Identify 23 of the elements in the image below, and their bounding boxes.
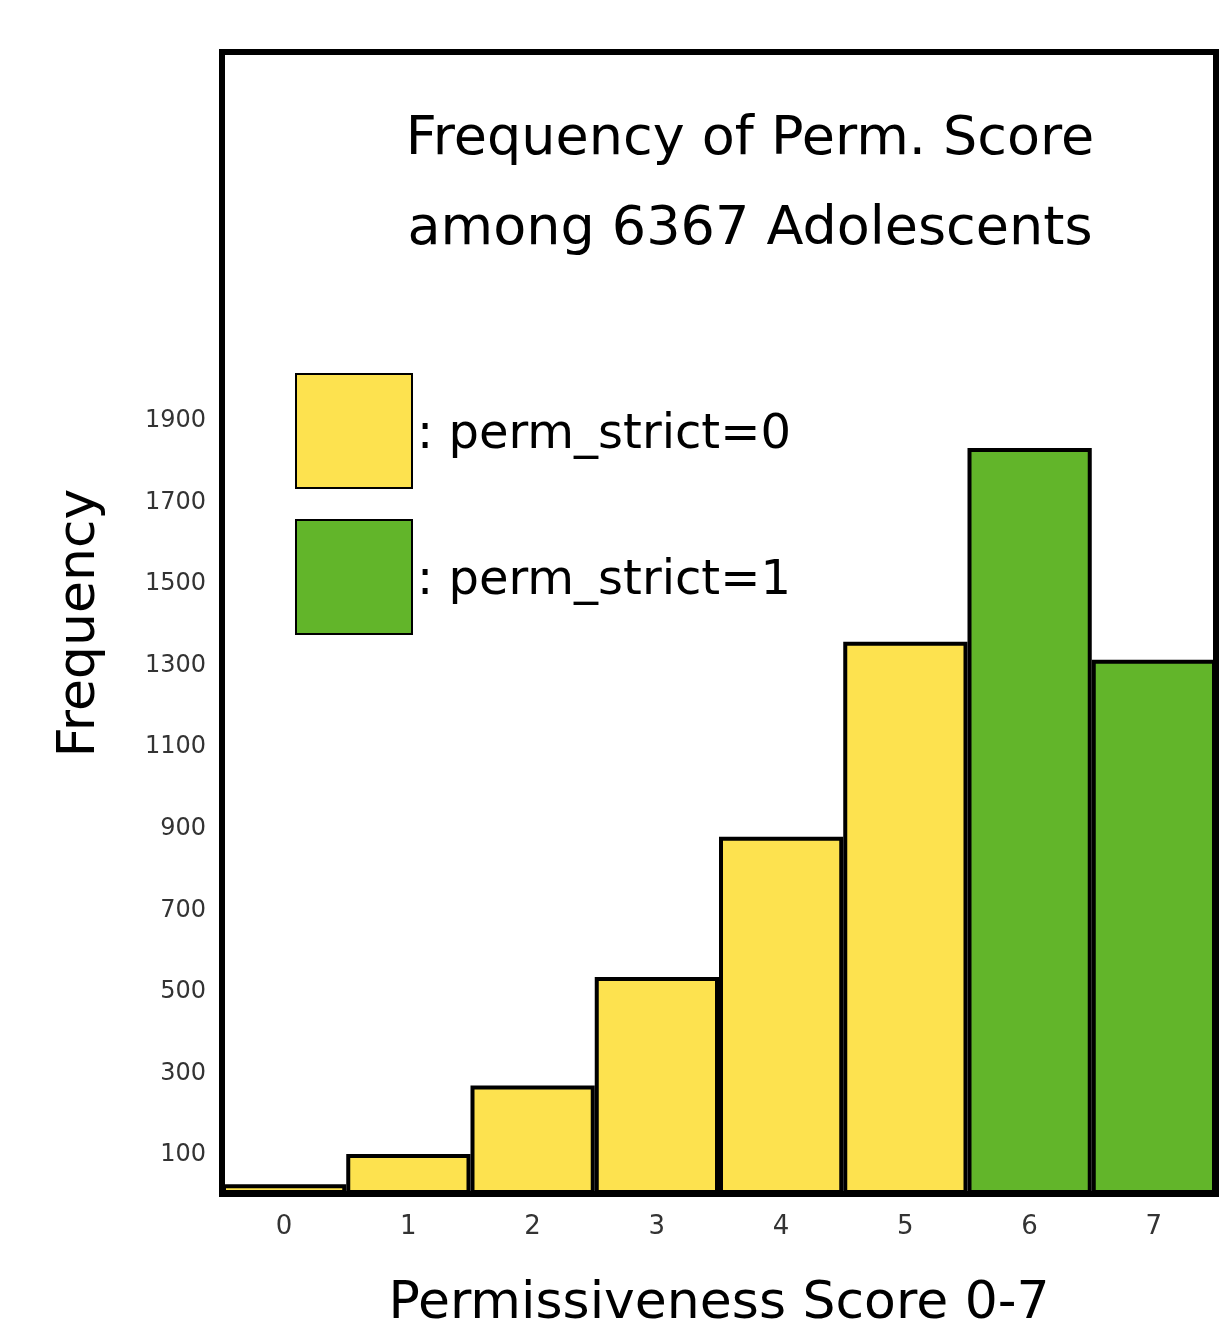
- x-tick-label: 1: [400, 1210, 417, 1240]
- y-tick-label: 100: [160, 1139, 206, 1168]
- y-tick-label: 1900: [144, 405, 206, 434]
- x-tick-label: 2: [524, 1210, 541, 1240]
- y-tick-label: 300: [160, 1057, 206, 1086]
- y-tick-label: 1700: [144, 486, 206, 515]
- text: Frequency of Perm. Score among 6367 Adolescents: [405, 103, 1095, 257]
- y-axis-title: Frequency: [46, 488, 106, 758]
- legend-label: : perm_strict=0: [417, 403, 791, 459]
- legend-label: : perm_strict=1: [417, 549, 791, 605]
- x-tick-label: 0: [275, 1210, 293, 1240]
- x-tick-label: 6: [1021, 1210, 1038, 1240]
- y-tick-label: 500: [160, 976, 206, 1005]
- x-tick-label: 7: [1145, 1210, 1163, 1240]
- x-tick-label: 4: [772, 1210, 790, 1240]
- y-tick-label: 700: [160, 894, 206, 923]
- y-tick-label: 900: [160, 812, 206, 841]
- x-tick-label: 5: [897, 1210, 914, 1240]
- x-tick-label: 3: [648, 1210, 666, 1240]
- y-tick-label: 1500: [144, 568, 206, 597]
- y-tick-label: 1300: [144, 649, 206, 678]
- x-axis-title: Permissiveness Score 0-7: [388, 1270, 1050, 1330]
- y-tick-label: 1100: [144, 731, 206, 760]
